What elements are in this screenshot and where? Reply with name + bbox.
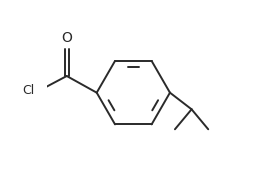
- Text: Cl: Cl: [22, 84, 34, 98]
- Text: O: O: [61, 31, 72, 45]
